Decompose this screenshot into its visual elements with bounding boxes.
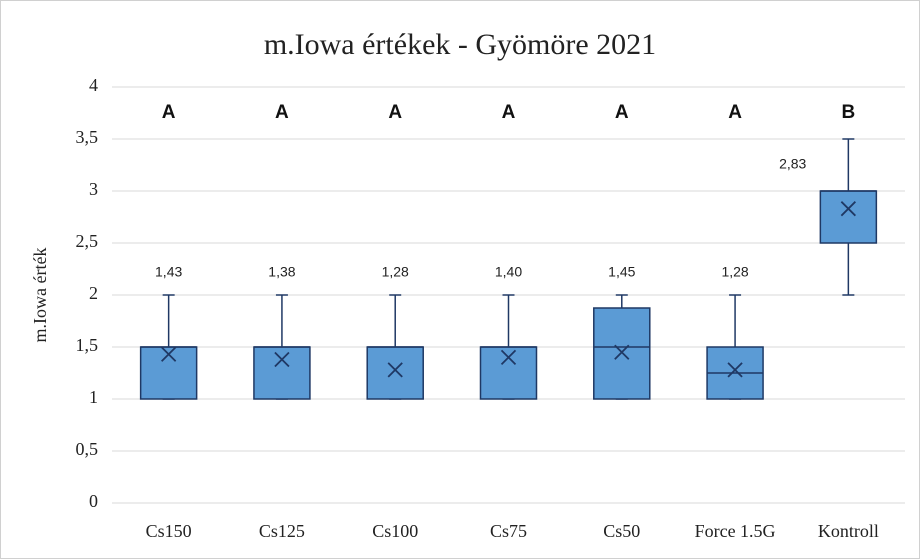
box xyxy=(819,190,878,244)
y-axis-label: m.Iowa érték xyxy=(30,248,50,343)
mean-label: 1,45 xyxy=(608,264,635,280)
y-tick-label: 1 xyxy=(89,387,98,407)
mean-marker xyxy=(274,351,290,368)
x-tick-label: Kontroll xyxy=(818,521,879,541)
chart-title: m.Iowa értékek - Gyömöre 2021 xyxy=(264,28,656,61)
y-tick-label: 3,5 xyxy=(76,127,99,147)
mean-marker xyxy=(727,362,743,378)
box xyxy=(253,346,311,400)
box xyxy=(479,346,538,400)
group-letter: A xyxy=(388,102,402,123)
mean-label: 1,40 xyxy=(495,264,522,280)
group-letter: A xyxy=(275,102,289,123)
group-letter: A xyxy=(502,102,516,123)
box xyxy=(366,346,424,400)
y-tick-label: 4 xyxy=(89,75,98,95)
mean-marker xyxy=(387,362,403,378)
group-letter: A xyxy=(615,102,629,123)
group-letter: A xyxy=(162,102,176,123)
x-tick-label: Force 1.5G xyxy=(695,521,776,541)
y-tick-label: 2 xyxy=(89,283,98,303)
mean-label: 1,43 xyxy=(155,264,182,280)
mean-marker xyxy=(161,346,177,362)
x-tick-label: Cs75 xyxy=(490,521,527,541)
y-tick-label: 3 xyxy=(89,179,98,199)
box xyxy=(139,346,198,400)
mean-marker xyxy=(614,344,630,360)
x-tick-label: Cs125 xyxy=(259,521,305,541)
mean-label: 1,28 xyxy=(382,264,409,280)
y-tick-label: 0,5 xyxy=(76,439,99,459)
mean-label: 1,28 xyxy=(721,264,748,280)
group-letter: B xyxy=(841,102,855,123)
mean-marker xyxy=(840,201,856,217)
x-tick-label: Cs50 xyxy=(603,521,640,541)
mean-label: 1,38 xyxy=(268,264,295,280)
x-tick-label: Cs150 xyxy=(146,521,192,541)
y-tick-label: 2,5 xyxy=(76,231,99,251)
y-tick-label: 1,5 xyxy=(76,335,99,355)
y-tick-label: 0 xyxy=(89,491,98,511)
group-letter: A xyxy=(728,102,742,123)
mean-label: 2,83 xyxy=(779,156,806,172)
box xyxy=(593,307,651,400)
x-tick-label: Cs100 xyxy=(372,521,418,541)
mean-marker xyxy=(500,349,517,366)
